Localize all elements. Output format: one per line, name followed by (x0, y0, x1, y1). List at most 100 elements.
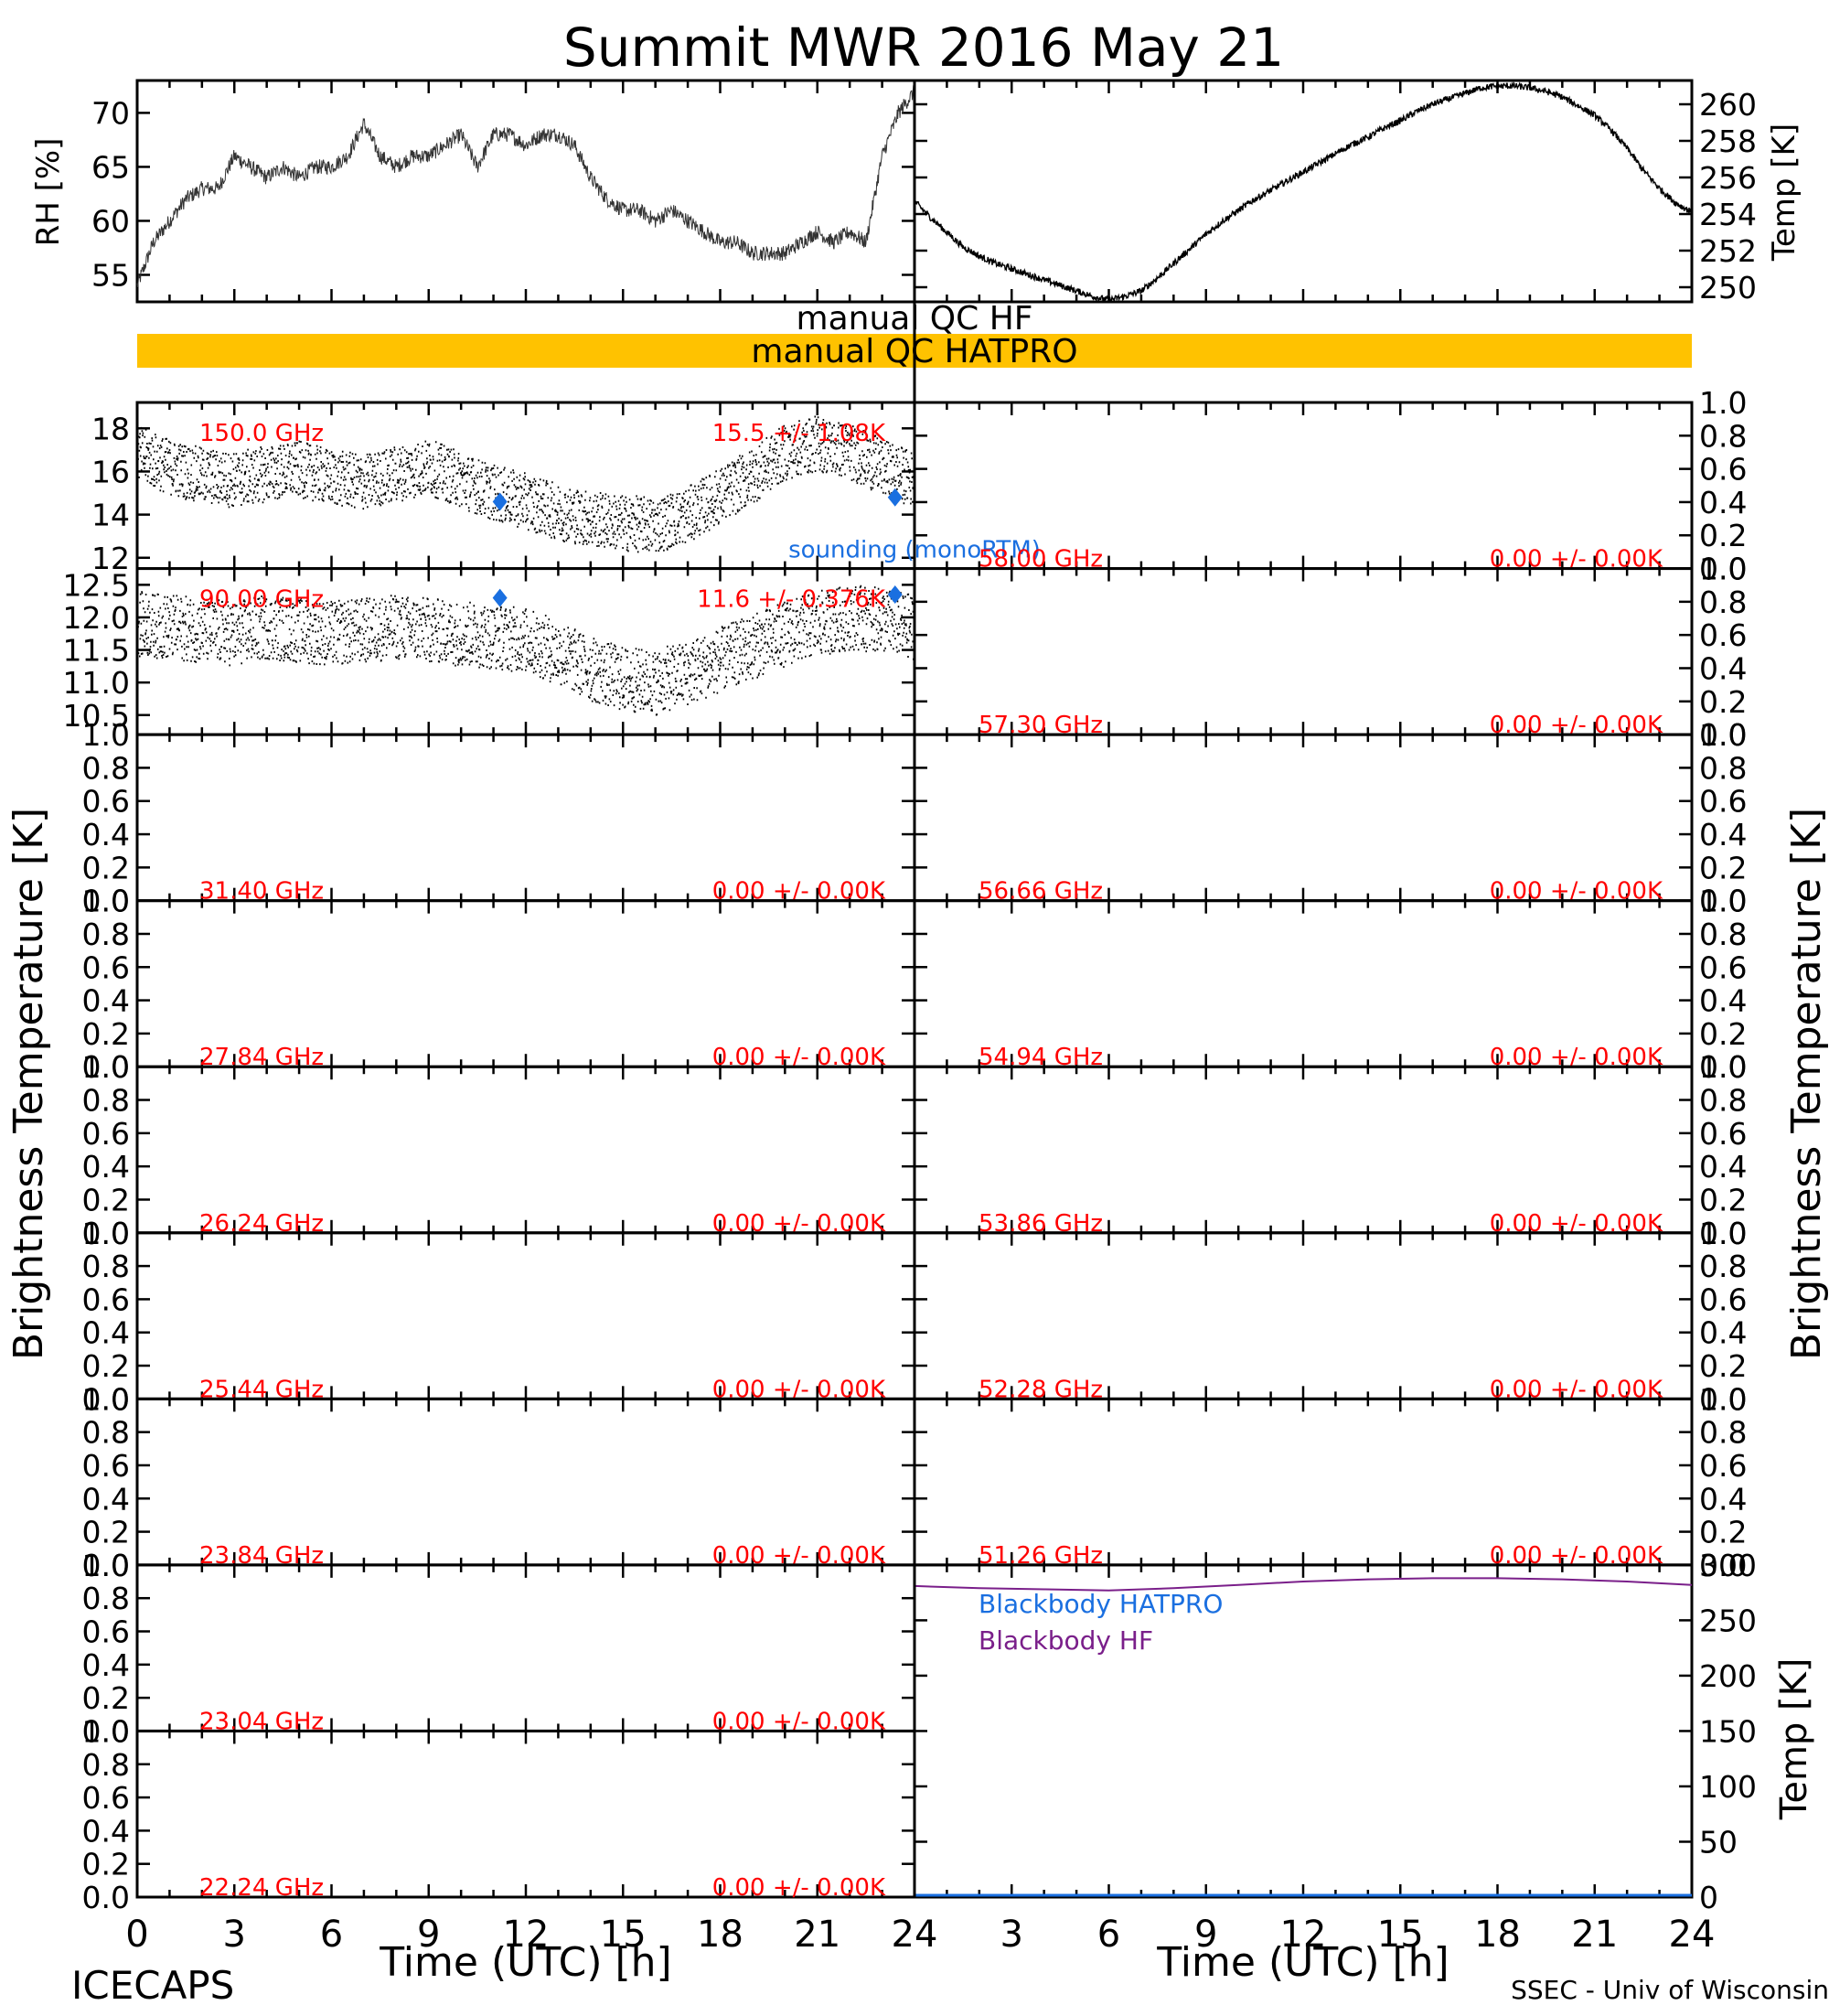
blackbody-hatpro-legend: Blackbody HATPRO (979, 1589, 1223, 1619)
y-tick-label: 70 (91, 95, 130, 131)
channel-panel-5126: 0.00.20.40.60.81.051.26 GHz 0.00 +/- 0.00… (913, 1381, 1747, 1583)
time-tick-label: 3 (1000, 1914, 1023, 1956)
sounding-marker (492, 492, 508, 511)
y-tick-label: 0.2 (82, 1680, 130, 1716)
y-tick-label: 0.6 (82, 1780, 130, 1816)
channel-stats-label: 15.5 +/- 1.08K (712, 420, 886, 447)
footer-left: ICECAPS (71, 1963, 234, 2008)
y-tick-label: 50 (1699, 1824, 1738, 1860)
y-tick-label: 12 (91, 541, 130, 576)
y-tick-label: 55 (91, 257, 130, 293)
y-tick-label: 0.0 (1699, 884, 1747, 919)
y-tick-label: 0.8 (82, 1415, 130, 1451)
y-tick-label: 0.4 (1699, 817, 1747, 853)
y-tick-label: 0.4 (82, 983, 130, 1019)
y-tick-label: 0.8 (1699, 750, 1747, 786)
time-tick-label: 18 (697, 1914, 743, 1956)
time-axis-label-right: Time (UTC) [h] (1156, 1939, 1449, 1986)
panel-frame (913, 733, 1694, 903)
y-tick-label: 250 (1699, 1603, 1757, 1638)
channel-panel-2304: 0.00.20.40.60.81.023.04 GHz 0.00 +/- 0.00… (82, 1548, 916, 1749)
y-tick-label: 0 (1699, 1880, 1718, 1915)
y-tick-label: 0.6 (82, 949, 130, 985)
y-tick-label: 0.0 (82, 1713, 130, 1749)
y-tick-label: 0.4 (1699, 485, 1747, 520)
y-tick-label: 16 (91, 454, 130, 489)
y-tick-label: 0.8 (82, 750, 130, 786)
y-tick-label: 254 (1699, 197, 1757, 232)
y-tick-label: 1.0 (82, 1049, 130, 1085)
channel-panel-2384: 0.00.20.40.60.81.023.84 GHz 0.00 +/- 0.00… (82, 1381, 916, 1583)
y-tick-label: 0.6 (1699, 784, 1747, 820)
time-tick-label: 15 (1377, 1914, 1424, 1956)
y-tick-label: 0.0 (82, 1880, 130, 1915)
y-tick-label: 1.0 (82, 1381, 130, 1417)
y-tick-label: 0.6 (82, 1614, 130, 1650)
channel-frequency-label: 22.24 GHz (199, 1874, 324, 1902)
y-tick-label: 0.4 (1699, 650, 1747, 686)
y-tick-label: 1.0 (82, 1216, 130, 1251)
temp-trace (914, 80, 1693, 304)
time-tick-label: 12 (1280, 1914, 1327, 1956)
panel-frame (135, 1397, 916, 1567)
y-tick-label: 0.6 (1699, 1116, 1747, 1152)
time-tick-label: 12 (503, 1914, 550, 1956)
channel-panel-5228: 0.00.20.40.60.81.052.28 GHz 0.00 +/- 0.00… (913, 1216, 1747, 1417)
y-tick-label: 0.8 (82, 1747, 130, 1783)
y-tick-label: 0.0 (82, 1381, 130, 1417)
y-tick-label: 0.6 (1699, 452, 1747, 488)
y-tick-label: 0.0 (1699, 717, 1747, 753)
panel-frame (135, 899, 916, 1068)
y-tick-label: 150 (1699, 1713, 1757, 1749)
y-tick-label: 1.0 (1699, 717, 1747, 753)
channel-panel-5386: 0.00.20.40.60.81.053.86 GHz 0.00 +/- 0.00… (913, 1049, 1747, 1251)
y-tick-label: 11.5 (63, 633, 130, 669)
y-tick-label: 0.4 (1699, 983, 1747, 1019)
temp-axis-label: Temp [K] (1766, 123, 1802, 262)
y-tick-label: 60 (91, 203, 130, 239)
y-tick-label: 11.0 (63, 665, 130, 701)
y-tick-label: 18 (91, 411, 130, 446)
y-tick-label: 250 (1699, 270, 1757, 306)
panel-frame (913, 1397, 1694, 1567)
y-tick-label: 0.8 (1699, 1249, 1747, 1284)
y-tick-label: 0.2 (1699, 1016, 1747, 1052)
panel-frame (135, 1729, 916, 1899)
rh-trace (136, 85, 915, 287)
y-tick-label: 0.6 (82, 784, 130, 820)
y-tick-label: 0.0 (1699, 1548, 1747, 1583)
time-tick-label: 24 (1669, 1914, 1716, 1956)
y-tick-label: 1.0 (82, 717, 130, 753)
y-tick-label: 0.8 (82, 1581, 130, 1616)
brightness-scatter (137, 415, 916, 553)
y-tick-label: 260 (1699, 87, 1757, 123)
time-tick-label: 6 (1097, 1914, 1120, 1956)
blackbody-hf-legend: Blackbody HF (979, 1625, 1153, 1656)
channel-frequency-label: 150.0 GHz (199, 420, 324, 447)
y-tick-label: 300 (1699, 1548, 1757, 1583)
rh-axis-label: RH [%] (30, 138, 67, 247)
channel-panel-5800: 0.00.20.40.60.81.058.00 GHz 0.00 +/- 0.00… (913, 385, 1747, 587)
y-tick-label: 0.6 (1699, 949, 1747, 985)
y-tick-label: 0.6 (1699, 1281, 1747, 1317)
y-tick-label: 1.0 (1699, 1381, 1747, 1417)
y-tick-label: 0.4 (82, 1315, 130, 1351)
brightness-scatter (137, 584, 916, 716)
time-tick-label: 24 (892, 1914, 938, 1956)
y-tick-label: 0.0 (1699, 1381, 1747, 1417)
panel-frame (135, 79, 916, 304)
y-tick-label: 0.2 (1699, 850, 1747, 885)
y-tick-label: 0.6 (1699, 617, 1747, 653)
blackbody-hf-line (914, 1577, 1693, 1592)
y-tick-label: 1.0 (82, 1713, 130, 1749)
panel-frame (135, 1563, 916, 1732)
y-tick-label: 0.2 (82, 1016, 130, 1052)
figure-title: Summit MWR 2016 May 21 (563, 16, 1284, 79)
time-tick-label: 0 (125, 1914, 148, 1956)
y-tick-label: 252 (1699, 233, 1757, 269)
y-tick-label: 0.4 (1699, 1149, 1747, 1185)
